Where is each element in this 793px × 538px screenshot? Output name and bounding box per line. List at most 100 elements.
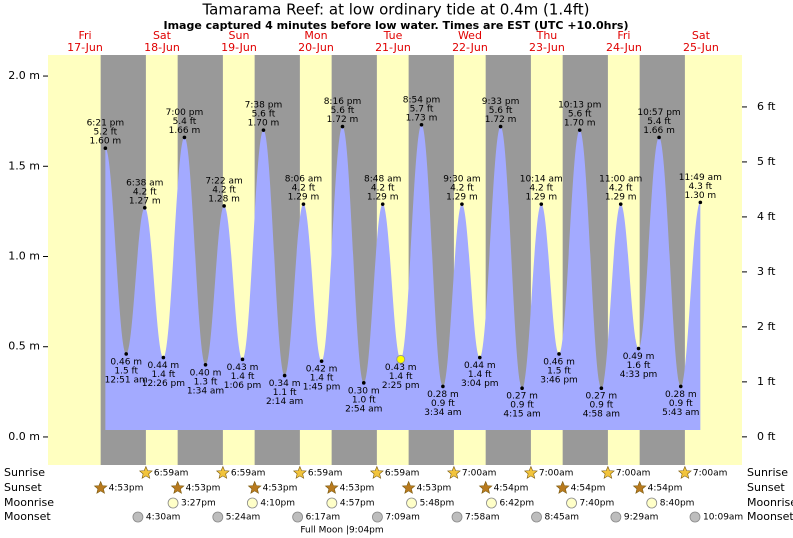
tide-time: 11:00 am bbox=[599, 175, 642, 185]
row-time: 5:24am bbox=[226, 513, 260, 523]
tide-point bbox=[161, 355, 166, 360]
tide-point bbox=[636, 346, 641, 351]
tide-point bbox=[301, 202, 306, 206]
sunset-icon bbox=[170, 480, 185, 494]
tide-time: 5:43 am bbox=[662, 408, 699, 418]
tide-height-m: 1.29 m bbox=[605, 193, 637, 203]
moonset-icon bbox=[132, 511, 144, 523]
tide-time: 10:14 am bbox=[520, 175, 563, 185]
tide-height-ft: 5.4 ft bbox=[647, 117, 671, 127]
tide-height-m: 1.72 m bbox=[327, 115, 359, 125]
row-time: 7:00am bbox=[693, 469, 728, 479]
tide-height-ft: 1.4 ft bbox=[468, 370, 492, 380]
tide-height-ft: 4.2 ft bbox=[450, 184, 474, 194]
tide-height-ft: 1.3 ft bbox=[194, 377, 218, 387]
row-time: 7:40pm bbox=[580, 499, 615, 509]
sunset-icon bbox=[247, 480, 262, 494]
row-time: 4:53pm bbox=[417, 484, 452, 494]
tide-height-ft: 0.9 ft bbox=[590, 401, 614, 411]
tide-time: 7:22 am bbox=[205, 176, 242, 186]
tide-height-m: 0.28 m bbox=[665, 390, 697, 400]
row-label: Moonrise bbox=[747, 496, 793, 509]
tide-height-ft: 5.7 ft bbox=[410, 104, 434, 114]
tide-point bbox=[678, 384, 683, 389]
tide-point bbox=[319, 359, 324, 363]
tide-height-ft: 4.2 ft bbox=[371, 184, 395, 194]
tide-height-m: 0.49 m bbox=[623, 352, 655, 362]
tide-height-m: 1.70 m bbox=[564, 119, 596, 129]
sunset-icon bbox=[478, 480, 493, 494]
row-time: 6:17am bbox=[306, 513, 341, 523]
day-label: Tue bbox=[383, 29, 403, 42]
tide-height-ft: 4.3 ft bbox=[688, 182, 712, 192]
y-tick-label: 1.5 m bbox=[8, 159, 40, 172]
tide-height-m: 0.27 m bbox=[506, 392, 538, 402]
tide-time: 1:45 pm bbox=[303, 383, 341, 393]
tide-time: 10:13 pm bbox=[558, 101, 601, 111]
day-label: Fri bbox=[78, 29, 91, 42]
date-label: 21-Jun bbox=[375, 41, 411, 54]
tide-time: 4:15 am bbox=[503, 410, 540, 420]
moonrise-icon bbox=[246, 497, 258, 509]
y2-tick-label: 0 ft bbox=[757, 430, 776, 443]
tide-point bbox=[539, 202, 544, 206]
tide-height-ft: 4.2 ft bbox=[609, 184, 633, 194]
sunrise-icon bbox=[677, 465, 692, 479]
tide-point bbox=[577, 128, 582, 132]
tide-point bbox=[419, 122, 424, 127]
chart-title: Tamarama Reef: at low ordinary tide at 0… bbox=[202, 1, 590, 19]
tide-point bbox=[124, 352, 129, 356]
row-time: 4:54pm bbox=[494, 484, 529, 494]
tide-time: 8:48 am bbox=[364, 175, 401, 185]
moonrise-icon bbox=[167, 497, 179, 509]
tide-height-m: 1.29 m bbox=[446, 193, 478, 203]
sunrise-icon bbox=[600, 465, 615, 479]
row-label: Sunrise bbox=[4, 466, 45, 479]
row-time: 9:29am bbox=[624, 513, 659, 523]
tide-height-m: 0.30 m bbox=[348, 386, 380, 396]
tide-point bbox=[460, 202, 464, 206]
tide-height-m: 0.42 m bbox=[306, 365, 338, 375]
day-label: Sun bbox=[229, 29, 250, 42]
tide-point bbox=[103, 146, 108, 151]
moonset-icon bbox=[610, 511, 622, 523]
sunset-icon bbox=[93, 480, 108, 494]
tide-height-m: 0.43 m bbox=[385, 363, 417, 373]
row-label: Sunrise bbox=[747, 466, 788, 479]
tide-point bbox=[240, 357, 245, 362]
tide-point bbox=[361, 381, 366, 385]
sunrise-icon bbox=[292, 465, 307, 479]
row-time: 5:48pm bbox=[420, 499, 455, 509]
tide-time: 4:58 am bbox=[583, 410, 620, 420]
row-time: 6:59am bbox=[231, 469, 266, 479]
tide-height-m: 1.66 m bbox=[169, 126, 201, 136]
tide-time: 3:46 pm bbox=[540, 375, 578, 385]
sunset-icon bbox=[555, 480, 570, 494]
tide-time: 8:54 pm bbox=[403, 95, 441, 105]
tide-time: 7:00 pm bbox=[166, 108, 204, 118]
row-time: 4:54pm bbox=[648, 484, 683, 494]
tide-height-m: 1.28 m bbox=[208, 194, 240, 204]
tide-height-m: 0.34 m bbox=[269, 379, 301, 389]
sunrise-icon bbox=[369, 465, 384, 479]
row-time: 4:10pm bbox=[260, 499, 295, 509]
tide-time: 9:33 pm bbox=[482, 97, 520, 107]
row-time: 4:57pm bbox=[340, 499, 375, 509]
tide-point bbox=[380, 202, 385, 206]
tide-point bbox=[698, 200, 703, 205]
tide-height-ft: 1.4 ft bbox=[152, 370, 176, 380]
tide-height-m: 0.44 m bbox=[464, 361, 496, 371]
row-label: Sunset bbox=[747, 481, 785, 494]
moon-phase: Full Moon |9:04pm bbox=[300, 526, 383, 536]
date-label: 20-Jun bbox=[298, 41, 334, 54]
date-label: 18-Jun bbox=[144, 41, 180, 54]
row-time: 6:59am bbox=[385, 469, 420, 479]
day-label: Sat bbox=[153, 29, 172, 42]
tide-time: 6:21 pm bbox=[87, 119, 125, 129]
tide-point bbox=[203, 362, 208, 367]
sunset-icon bbox=[632, 480, 647, 494]
tide-height-ft: 4.2 ft bbox=[529, 184, 553, 194]
tide-time: 8:06 am bbox=[285, 175, 322, 185]
row-time: 10:09am bbox=[703, 513, 743, 523]
tide-point bbox=[222, 204, 226, 208]
